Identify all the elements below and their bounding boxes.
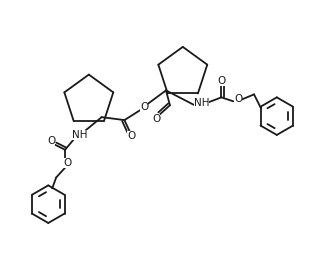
Text: O: O (63, 158, 71, 168)
Text: O: O (127, 131, 136, 141)
Text: O: O (152, 114, 160, 124)
Text: O: O (140, 102, 148, 112)
Text: NH: NH (72, 130, 88, 140)
Text: O: O (234, 94, 242, 104)
Text: NH: NH (194, 98, 209, 108)
Text: O: O (47, 136, 55, 146)
Text: O: O (217, 76, 225, 86)
